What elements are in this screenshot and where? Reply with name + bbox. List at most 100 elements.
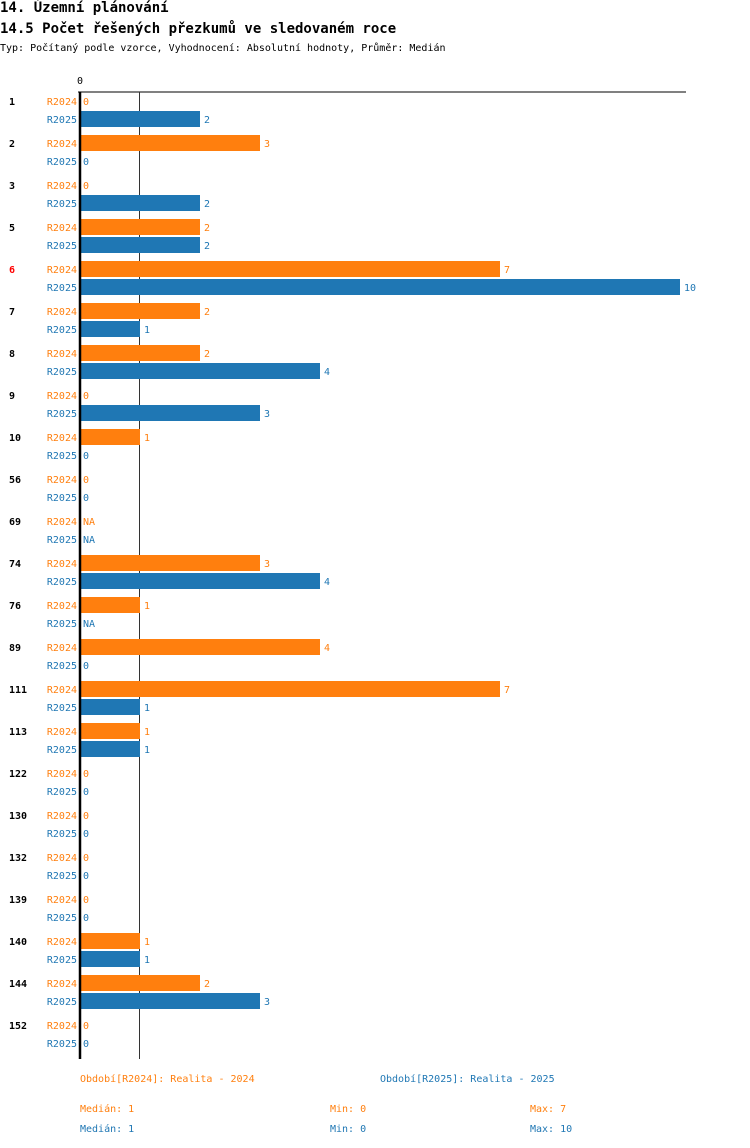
value-label: 0 (83, 451, 89, 462)
series-label: R2024 (47, 895, 77, 906)
group-label: 111 (9, 685, 27, 696)
series-label: R2024 (47, 979, 77, 990)
bar-r2024 (81, 975, 200, 991)
series-label: R2024 (47, 181, 77, 192)
bar-r2025 (81, 195, 200, 211)
series-label: R2024 (47, 223, 77, 234)
axis-zero-label: 0 (77, 76, 83, 87)
bar-r2025 (81, 279, 680, 295)
min-r2024: Min: 0 (330, 1104, 367, 1115)
group-label: 69 (9, 517, 21, 528)
value-label: 10 (684, 283, 696, 294)
group-label: 8 (9, 349, 15, 360)
series-label: R2024 (47, 97, 77, 108)
group-label: 132 (9, 853, 27, 864)
value-label: 0 (83, 811, 89, 822)
series-label: R2024 (47, 265, 77, 276)
group-label: 122 (9, 769, 27, 780)
group-label: 3 (9, 181, 15, 192)
series-label: R2024 (47, 475, 77, 486)
series-label: R2025 (47, 787, 77, 798)
series-label: R2025 (47, 997, 77, 1008)
series-label: R2025 (47, 661, 77, 672)
bar-r2025 (81, 741, 140, 757)
value-label: 7 (504, 265, 510, 276)
series-label: R2024 (47, 349, 77, 360)
value-label: 1 (144, 955, 150, 966)
value-label: 0 (83, 181, 89, 192)
value-label: 4 (324, 643, 330, 654)
group-label: 130 (9, 811, 27, 822)
value-label: 2 (204, 223, 210, 234)
series-label: R2025 (47, 1039, 77, 1050)
series-label: R2025 (47, 451, 77, 462)
value-label: NA (83, 517, 95, 528)
group-label: 7 (9, 307, 15, 318)
group-label: 152 (9, 1021, 27, 1032)
group-label: 89 (9, 643, 21, 654)
series-label: R2025 (47, 115, 77, 126)
value-label: 2 (204, 199, 210, 210)
median-r2025: Medián: 1 (80, 1124, 135, 1135)
series-label: R2025 (47, 619, 77, 630)
series-label: R2025 (47, 829, 77, 840)
group-label: 2 (9, 139, 15, 150)
bar-r2025 (81, 573, 320, 589)
section-title: 14. Územní plánování (0, 0, 169, 16)
series-label: R2024 (47, 937, 77, 948)
bar-r2025 (81, 363, 320, 379)
group-label: 76 (9, 601, 21, 612)
series-label: R2025 (47, 157, 77, 168)
bar-r2024 (81, 261, 500, 277)
series-label: R2024 (47, 643, 77, 654)
legend-r2025: Období[R2025]: Realita - 2025 (380, 1074, 555, 1085)
bar-r2024 (81, 555, 260, 571)
value-label: 2 (204, 349, 210, 360)
group-label: 144 (9, 979, 27, 990)
value-label: NA (83, 619, 95, 630)
series-label: R2024 (47, 853, 77, 864)
group-label: 5 (9, 223, 15, 234)
value-label: 2 (204, 241, 210, 252)
series-label: R2025 (47, 409, 77, 420)
series-label: R2024 (47, 685, 77, 696)
series-label: R2025 (47, 913, 77, 924)
value-label: 0 (83, 391, 89, 402)
series-label: R2025 (47, 493, 77, 504)
series-label: R2024 (47, 433, 77, 444)
value-label: 7 (504, 685, 510, 696)
series-label: R2024 (47, 601, 77, 612)
value-label: 1 (144, 745, 150, 756)
series-label: R2025 (47, 703, 77, 714)
value-label: 3 (264, 139, 270, 150)
value-label: 2 (204, 115, 210, 126)
value-label: 0 (83, 157, 89, 168)
value-label: 0 (83, 913, 89, 924)
value-label: 0 (83, 829, 89, 840)
value-label: 0 (83, 787, 89, 798)
value-label: 0 (83, 1039, 89, 1050)
bar-r2025 (81, 993, 260, 1009)
bar-r2025 (81, 111, 200, 127)
value-label: 0 (83, 661, 89, 672)
value-label: 3 (264, 997, 270, 1008)
bar-r2025 (81, 951, 140, 967)
value-label: 3 (264, 559, 270, 570)
value-label: 0 (83, 1021, 89, 1032)
value-label: 0 (83, 97, 89, 108)
series-label: R2025 (47, 283, 77, 294)
value-label: 1 (144, 703, 150, 714)
bar-r2024 (81, 429, 140, 445)
group-label: 6 (9, 265, 15, 276)
chart-subtitle: Typ: Počítaný podle vzorce, Vyhodnocení:… (0, 43, 446, 54)
bar-r2024 (81, 681, 500, 697)
series-label: R2025 (47, 955, 77, 966)
group-label: 74 (9, 559, 21, 570)
max-r2024: Max: 7 (530, 1104, 567, 1115)
value-label: 1 (144, 727, 150, 738)
bar-r2024 (81, 597, 140, 613)
series-label: R2024 (47, 559, 77, 570)
series-label: R2024 (47, 1021, 77, 1032)
value-label: 0 (83, 895, 89, 906)
